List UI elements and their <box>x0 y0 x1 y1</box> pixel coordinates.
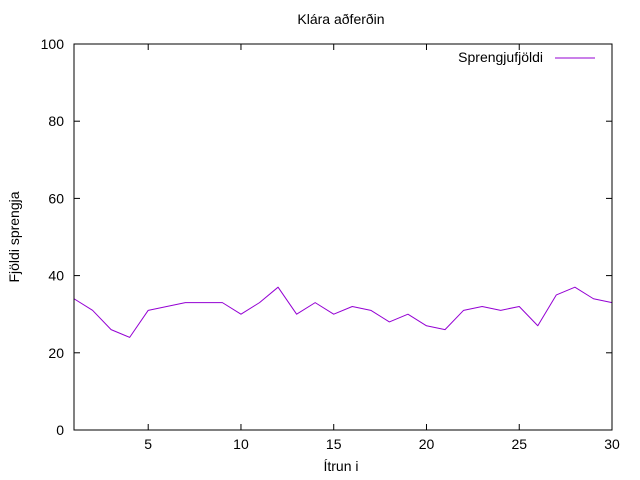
x-tick-label-15: 15 <box>326 436 342 452</box>
y-axis-label: Fjöldi sprengja <box>6 191 22 282</box>
legend-label: Sprengjufjöldi <box>458 49 543 65</box>
y-tick-label-40: 40 <box>48 268 64 284</box>
series-layer <box>73 286 613 338</box>
x-tick-label-10: 10 <box>233 436 249 452</box>
x-tick-label-25: 25 <box>511 436 527 452</box>
x-tick-label-5: 5 <box>144 436 152 452</box>
y-tick-label-60: 60 <box>48 190 64 206</box>
chart-title: Klára aðferðin <box>297 11 384 27</box>
y-tick-label-20: 20 <box>48 345 64 361</box>
plot-frame <box>73 43 613 431</box>
axis-ticks: 0 20 40 60 80 100 5 10 15 20 25 30 <box>41 36 620 452</box>
series-line-0 <box>73 286 613 338</box>
x-axis-label: Ítrun i <box>323 458 358 474</box>
x-tick-label-30: 30 <box>604 436 620 452</box>
legend: Sprengjufjöldi <box>458 49 595 65</box>
y-tick-label-100: 100 <box>41 36 65 52</box>
y-tick-label-80: 80 <box>48 113 64 129</box>
x-tick-label-20: 20 <box>419 436 435 452</box>
y-tick-label-0: 0 <box>56 422 64 438</box>
